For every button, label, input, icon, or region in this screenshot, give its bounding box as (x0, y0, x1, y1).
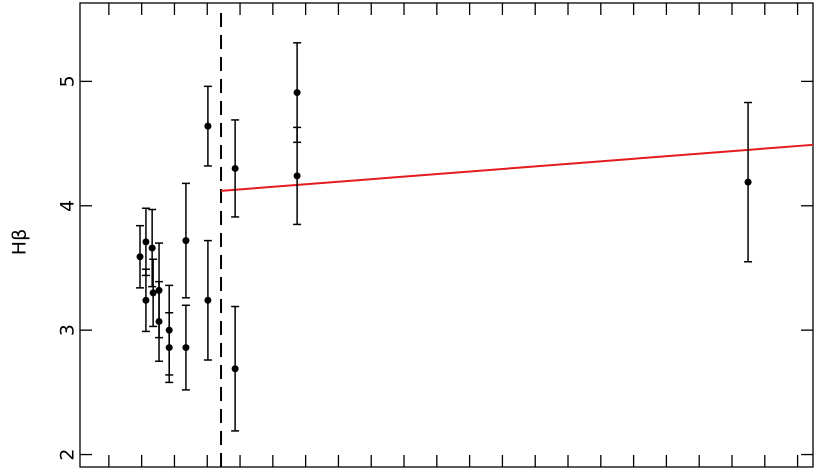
data-point (149, 289, 157, 297)
y-tick-label: 3 (57, 324, 79, 336)
plot-frame (79, 2, 814, 468)
data-point (204, 122, 212, 130)
data-point (293, 172, 301, 180)
data-point (293, 89, 301, 97)
data-point (142, 296, 150, 304)
data-point (231, 164, 239, 172)
y-tick-label: 4 (57, 200, 79, 212)
data-point (155, 317, 163, 325)
data-point (231, 365, 239, 373)
data-point (182, 237, 190, 245)
data-point (165, 344, 173, 352)
y-axis-label: Hβ (9, 229, 31, 255)
data-point (136, 253, 144, 261)
data-point (148, 244, 156, 252)
fit-line (220, 143, 814, 192)
data-point (204, 296, 212, 304)
data-point (142, 238, 150, 246)
y-tick-label: 5 (57, 75, 79, 87)
y-tick-label: 2 (57, 449, 79, 461)
data-point (744, 178, 752, 186)
data-point (182, 344, 190, 352)
